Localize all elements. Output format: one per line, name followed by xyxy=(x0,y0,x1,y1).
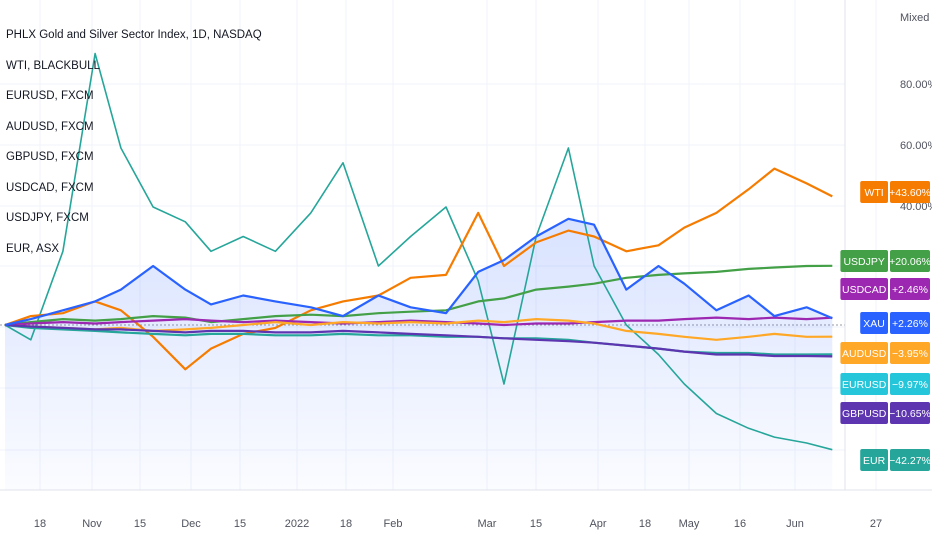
tag-value: +43.60% xyxy=(889,187,931,199)
tag-value: −10.65% xyxy=(889,408,931,420)
tag-value: +2.26% xyxy=(892,318,928,330)
price-tag-eur: EUR −42.27% xyxy=(860,449,931,471)
tag-name-box xyxy=(860,181,888,203)
tag-name: XAU xyxy=(863,318,885,330)
scale-mode-label[interactable]: Mixed xyxy=(900,12,930,24)
tag-value: +20.06% xyxy=(889,256,931,268)
series-line-usdcad[interactable] xyxy=(4,316,833,327)
tag-value-box xyxy=(890,342,930,364)
price-tag-usdcad: USDCAD +2.46% xyxy=(840,278,930,300)
tag-name: USDJPY xyxy=(843,256,884,268)
tag-value: −42.27% xyxy=(889,455,931,467)
x-tick-label: 15 xyxy=(234,518,246,530)
x-tick-label: 2022 xyxy=(285,518,309,530)
legend-item-gbpusd[interactable]: GBPUSD, FXCM xyxy=(6,151,94,163)
x-tick-label: Mar xyxy=(478,518,497,530)
price-tag-gbpusd: GBPUSD −10.65% xyxy=(840,402,931,424)
x-tick-label: Apr xyxy=(589,518,606,530)
legend-item-eur[interactable]: EUR, ASX xyxy=(6,242,60,255)
x-tick-label: May xyxy=(679,518,700,530)
tag-name-box xyxy=(840,342,888,364)
tag-name-box xyxy=(840,402,888,424)
tag-name: USDCAD xyxy=(842,284,887,296)
price-axis[interactable]: 80.00% 60.00% 40.00% xyxy=(900,79,932,213)
x-tick-label: Feb xyxy=(384,518,403,530)
tag-value-box xyxy=(890,312,930,334)
tag-value: +2.46% xyxy=(892,284,928,296)
price-tag-audusd: AUDUSD −3.95% xyxy=(840,342,930,364)
tag-value-box xyxy=(890,373,930,395)
tag-name-box xyxy=(840,278,888,300)
legend: PHLX Gold and Silver Sector Index, 1D, N… xyxy=(6,20,262,264)
tag-name-box xyxy=(860,449,888,471)
legend-item-usdjpy[interactable]: USDJPY, FXCM xyxy=(6,212,89,224)
tag-value: −3.95% xyxy=(892,348,928,360)
tag-value-box xyxy=(890,402,930,424)
tag-name: EUR xyxy=(863,455,886,467)
price-tag-eurusd: EURUSD −9.97% xyxy=(840,373,930,395)
xau-area xyxy=(5,218,833,491)
legend-item-wti[interactable]: WTI, BLACKBULL xyxy=(6,59,100,72)
x-tick-label: 15 xyxy=(530,518,542,530)
x-tick-label: Nov xyxy=(82,518,102,530)
tag-value-box xyxy=(890,449,930,471)
x-tick-label: 16 xyxy=(734,518,746,530)
x-tick-label: Dec xyxy=(181,518,201,530)
x-tick-label: 18 xyxy=(639,518,651,530)
x-tick-label: 18 xyxy=(340,518,352,530)
price-tag-usdjpy: USDJPY +20.06% xyxy=(840,250,931,272)
tag-name: GBPUSD xyxy=(842,408,887,420)
price-tag-wti: WTI +43.60% xyxy=(860,181,931,203)
time-axis[interactable]: 18 Nov 15 Dec 15 2022 18 Feb Mar 15 Apr 18 May 16 Jun 2… xyxy=(34,518,882,530)
legend-item-eurusd[interactable]: EURUSD, FXCM xyxy=(6,90,94,102)
tag-name-box xyxy=(840,250,888,272)
series-line-wti[interactable] xyxy=(4,167,833,371)
series-line-eur[interactable] xyxy=(4,52,833,451)
price-tag-xau: XAU +2.26% xyxy=(860,312,930,334)
xau-area-fill xyxy=(5,218,833,491)
y-tick-label: 60.00% xyxy=(900,140,932,152)
price-tags: WTI +43.60% USDJPY +20.06% USDCAD +2.46% XAU +2… xyxy=(840,181,931,471)
x-tick-label: 15 xyxy=(134,518,146,530)
y-tick-label: 80.00% xyxy=(900,79,932,91)
series-line-gbpusd[interactable] xyxy=(4,323,833,358)
tag-value: −9.97% xyxy=(892,379,928,391)
tag-value-box xyxy=(890,278,930,300)
x-tick-label: 18 xyxy=(34,518,46,530)
x-tick-label: 27 xyxy=(870,518,882,530)
legend-main-symbol[interactable]: PHLX Gold and Silver Sector Index, 1D, N… xyxy=(6,29,262,41)
series-line-xau[interactable] xyxy=(4,217,833,327)
tag-name: WTI xyxy=(864,187,883,199)
tag-name-box xyxy=(860,312,888,334)
x-tick-label: Jun xyxy=(786,518,804,530)
y-tick-label: 40.00% xyxy=(900,201,932,213)
tag-value-box xyxy=(890,250,930,272)
tag-value-box xyxy=(890,181,930,203)
tag-name: EURUSD xyxy=(842,379,887,391)
series-lines xyxy=(4,52,833,451)
legend-item-usdcad[interactable]: USDCAD, FXCM xyxy=(6,181,94,194)
legend-item-audusd[interactable]: AUDUSD, FXCM xyxy=(6,120,94,133)
tag-name-box xyxy=(840,373,888,395)
tag-name: AUDUSD xyxy=(842,348,887,360)
